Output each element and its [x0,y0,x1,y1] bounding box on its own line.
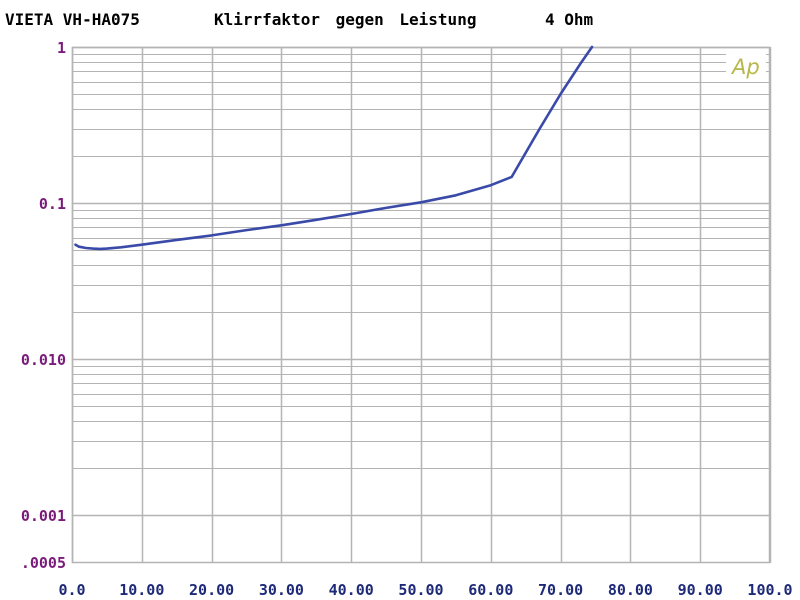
chart-title: Klirrfaktor gegen Leistung [214,10,476,29]
y-tick-label: 1 [57,39,66,57]
x-tick-label: 30.00 [259,581,304,599]
header-model: VIETA VH-HA075 [5,10,140,29]
series-group [74,45,594,251]
series-line-0 [74,45,594,251]
x-tick-label: 50.00 [398,581,443,599]
x-tick-label: 40.00 [329,581,374,599]
header-load: 4 Ohm [545,10,594,29]
x-tick-label: 100.0 [747,581,792,599]
x-tick-label: 90.00 [678,581,723,599]
y-tick-label: 0.1 [39,195,66,213]
x-tick-label: 20.00 [189,581,234,599]
x-tick-label: 10.00 [119,581,164,599]
logo-background [726,52,766,78]
x-tick-label: 80.00 [608,581,653,599]
plot-border [71,46,771,564]
ap-logo: Ap [730,55,760,79]
x-tick-label: 0.0 [58,581,85,599]
y-tick-label: .0005 [21,554,66,572]
y-tick-label: 0.010 [21,351,66,369]
y-tick-labels: 1 0.1 0.010 0.001 .0005 [21,39,66,572]
x-tick-label: 70.00 [538,581,583,599]
x-tick-label: 60.00 [468,581,513,599]
y-tick-label: 0.001 [21,507,66,525]
x-tick-labels: 0.0 10.00 20.00 30.00 40.00 50.00 60.00 70.00 80… [58,581,792,599]
